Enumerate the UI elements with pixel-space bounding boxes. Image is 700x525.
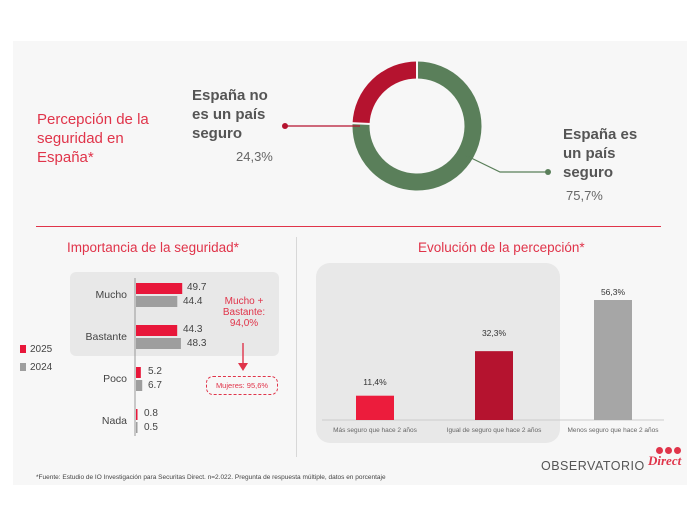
category-poco: Poco — [103, 373, 127, 385]
importance-title: Importancia de la seguridad* — [67, 240, 239, 255]
evo-bar-same — [475, 351, 513, 420]
evo-label-same: Igual de seguro que hace 2 años — [446, 427, 542, 434]
evo-bar-more-safe — [356, 395, 394, 420]
bar-nada-2025 — [136, 409, 138, 420]
logo-direct-text: Direct — [648, 453, 682, 468]
page-title: Percepción de la seguridad en España* — [37, 111, 149, 166]
column-divider — [296, 237, 297, 457]
mucho-bastante-note: Mucho + Bastante: 94,0% — [222, 296, 266, 329]
safe-pct: 75,7% — [566, 188, 603, 203]
value-poco-2024: 6.7 — [148, 380, 162, 391]
value-poco-2025: 5.2 — [148, 366, 162, 377]
value-bastante-2025: 44.3 — [183, 324, 203, 335]
donut-slice-safe — [352, 61, 482, 191]
evolution-title: Evolución de la percepción* — [418, 240, 585, 255]
evo-value-less-safe: 56,3% — [600, 287, 626, 297]
bar-nada-2024 — [136, 422, 138, 433]
footnote: *Fuente: Estudio de IO Investigación par… — [36, 474, 386, 481]
logo-dots — [656, 447, 681, 454]
donut-separator-0 — [351, 122, 371, 125]
legend-2025-swatch — [20, 345, 26, 353]
legend-2025: 2025 — [20, 344, 52, 355]
bar-bastante-2025 — [136, 325, 178, 336]
value-bastante-2024: 48.3 — [187, 338, 207, 349]
donut-chart — [282, 60, 551, 191]
unsafe-leader-dot — [282, 123, 288, 129]
category-nada: Nada — [101, 415, 127, 427]
evo-value-more-safe: 11,4% — [363, 377, 387, 387]
value-mucho-2024: 44.4 — [183, 296, 203, 307]
evo-value-same: 32,3% — [481, 328, 507, 338]
bar-bastante-2024 — [136, 338, 181, 349]
value-nada-2025: 0.8 — [144, 408, 158, 419]
evo-bar-less-safe — [594, 300, 632, 420]
safe-leader-dot — [545, 169, 551, 175]
unsafe-pct: 24,3% — [236, 149, 273, 164]
donut-slice-unsafe — [352, 61, 418, 125]
bar-mucho-2025 — [136, 283, 183, 294]
value-nada-2024: 0.5 — [144, 422, 158, 433]
legend-2024: 2024 — [20, 362, 52, 373]
evo-label-more-safe: Más seguro que hace 2 años — [333, 427, 417, 434]
bar-poco-2024 — [136, 380, 143, 391]
category-bastante: Bastante — [85, 331, 127, 343]
securitas-direct-logo: Direct — [648, 447, 681, 469]
bar-poco-2025 — [136, 367, 141, 378]
importance-chart — [134, 278, 183, 436]
women-note: Mujeres: 95,6% — [206, 376, 278, 395]
unsafe-label: España no es un país seguro — [192, 87, 268, 142]
evo-label-less-safe: Menos seguro que hace 2 años — [567, 427, 659, 434]
evolution-chart — [322, 300, 664, 421]
legend-2024-swatch — [20, 363, 26, 371]
safe-leader-line — [464, 154, 548, 173]
safe-label: España es un país seguro — [563, 126, 638, 181]
observatorio-brand: OBSERVATORIO — [541, 459, 645, 473]
value-mucho-2025: 49.7 — [187, 282, 207, 293]
section-divider — [36, 226, 661, 227]
bar-mucho-2024 — [136, 296, 178, 307]
arrow-down-icon — [238, 343, 248, 371]
category-mucho: Mucho — [95, 289, 127, 301]
